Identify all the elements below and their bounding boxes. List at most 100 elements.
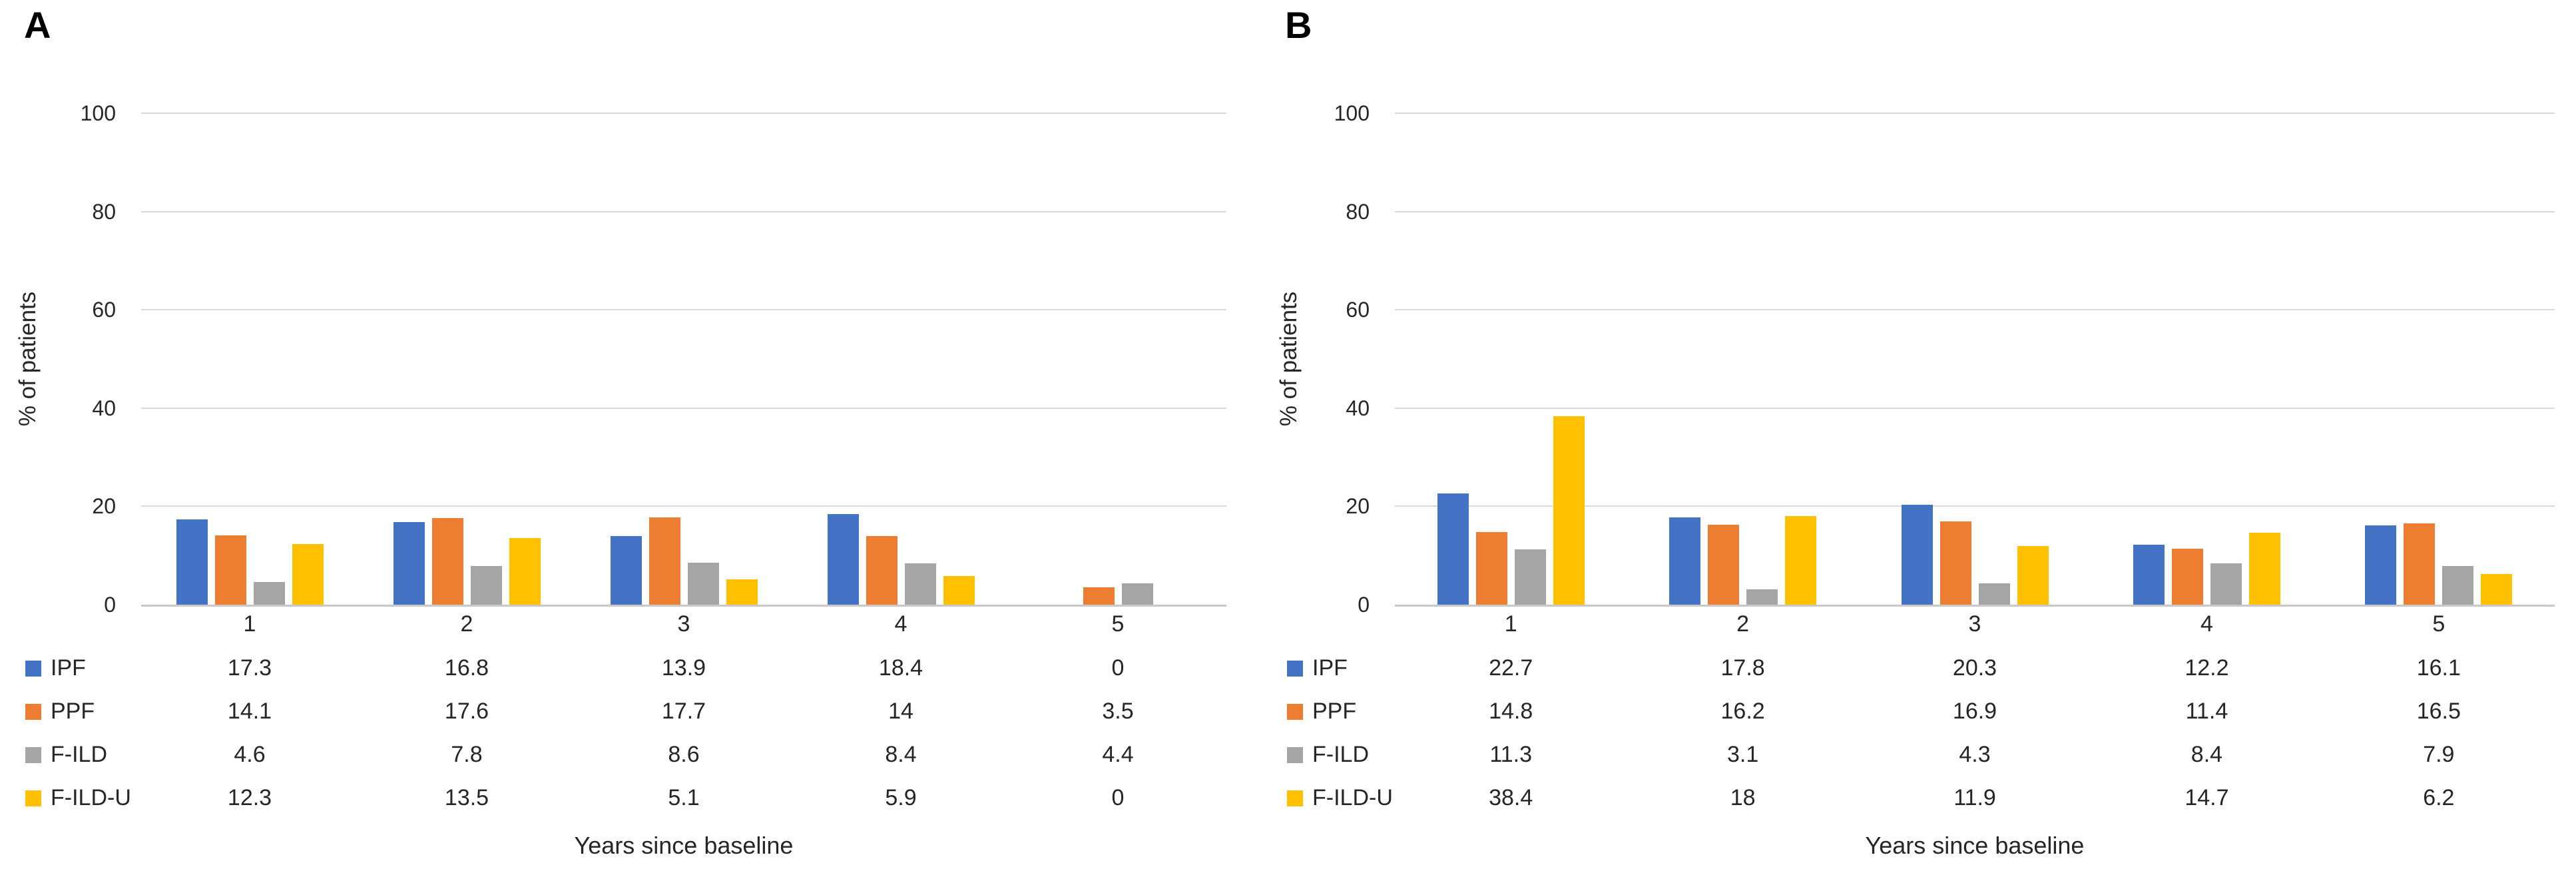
legend-swatch-ppf	[1287, 703, 1303, 720]
bar-ipf	[2133, 545, 2165, 605]
bar-f-ild	[470, 566, 502, 605]
value-cell: 11.4	[2185, 699, 2228, 724]
value-cell: 13.9	[661, 655, 706, 681]
gridline-80	[1395, 210, 2555, 212]
x-axis-title: Years since baseline	[1865, 832, 2085, 859]
bar-f-ild-u	[1785, 516, 1817, 605]
legend-swatch-f-ild	[1287, 746, 1303, 763]
x-axis-title-spacer	[0, 832, 141, 860]
bar-groups	[1395, 113, 2555, 605]
bar-ppf	[1475, 531, 1507, 605]
gridline-60	[1395, 309, 2555, 311]
legend-label: PPF	[51, 699, 95, 724]
gridline-100	[1395, 113, 2555, 114]
x-tick-label-5: 5	[1111, 611, 1125, 637]
value-cell: 22.7	[1489, 655, 1533, 681]
bar-f-ild-u	[943, 575, 975, 605]
bar-group-year-2	[358, 113, 575, 605]
y-tick-label-60: 60	[1346, 298, 1370, 322]
bar-group-year-1	[1395, 113, 1627, 605]
plot-area: 0 20 40 60 80 100	[81, 103, 1226, 615]
bar-ipf	[1437, 493, 1469, 605]
bar-ppf	[214, 535, 246, 605]
x-tick-label-3: 3	[1968, 611, 1981, 637]
value-cell: 14	[888, 699, 913, 724]
value-cell: 11.9	[1953, 785, 1996, 810]
x-tick-label-4: 4	[894, 611, 907, 637]
value-cell: 17.3	[227, 655, 272, 681]
bar-ipf	[827, 514, 859, 605]
gridline-80	[141, 210, 1226, 212]
value-cell: 0	[1111, 785, 1125, 810]
x-axis-title-spacer	[1232, 832, 1395, 860]
value-cell: 4.3	[1959, 742, 1991, 767]
bar-f-ild	[253, 582, 285, 605]
panel-a: A % of patients 0 20 40 60 80 100 1 2 3 4 5 IPF 17.3 16…	[0, 0, 1232, 873]
x-axis-title-row: Years since baseline	[0, 832, 1232, 860]
legend-swatch-f-ild	[25, 746, 41, 763]
value-cell: 14.1	[227, 699, 272, 724]
bar-f-ild-u	[726, 579, 758, 605]
legend-entry-ipf: IPF	[0, 655, 141, 681]
x-tick-label-5: 5	[2432, 611, 2446, 637]
legend-label: F-ILD-U	[1312, 785, 1393, 810]
legend-entry-ppf: PPF	[0, 699, 141, 725]
bar-ipf	[1901, 505, 1933, 605]
bar-ppf	[1083, 587, 1115, 605]
bar-ppf	[431, 518, 463, 605]
y-tick-label-20: 20	[1346, 494, 1370, 519]
value-cell: 17.7	[661, 699, 706, 724]
bar-group-year-5	[2323, 113, 2555, 605]
legend-entry-f-ild: F-ILD	[0, 742, 141, 768]
legend-swatch-ipf	[25, 660, 41, 677]
y-axis-title: % of patients	[15, 291, 41, 427]
y-tick-label-0: 0	[1358, 593, 1370, 617]
value-cell: 18	[1730, 785, 1756, 810]
value-cell: 16.8	[444, 655, 489, 681]
panel-b: B % of patients 0 20 40 60 80 100 1 2 3 4 5 IPF 22.7 17…	[1232, 0, 2576, 873]
gridline-20	[141, 505, 1226, 507]
legend-swatch-f-ild-u	[1287, 790, 1303, 806]
value-cell: 13.5	[444, 785, 489, 810]
value-cell: 8.6	[668, 742, 700, 767]
legend-entry-f-ild-u: F-ILD-U	[0, 785, 141, 811]
x-tick-label-3: 3	[677, 611, 690, 637]
legend-label: F-ILD	[51, 742, 107, 767]
table-row-f-ild-u: F-ILD-U 12.3 13.5 5.1 5.9 0	[0, 776, 1232, 820]
bar-f-ild-u	[1553, 416, 1585, 605]
value-cell: 7.9	[2423, 742, 2455, 767]
bar-f-ild-u	[2017, 546, 2049, 605]
bar-group-year-4	[2091, 113, 2322, 605]
bar-group-year-4	[792, 113, 1009, 605]
gridline-60	[141, 309, 1226, 311]
legend-label: F-ILD	[1312, 742, 1369, 767]
legend-swatch-ppf	[25, 703, 41, 720]
plot-area: 0 20 40 60 80 100	[1334, 103, 2555, 615]
gridline-20	[1395, 505, 2555, 507]
value-cell: 16.9	[1952, 699, 1997, 724]
value-cell: 6.2	[2423, 785, 2455, 810]
bar-f-ild	[2210, 563, 2242, 605]
bar-ipf	[610, 536, 642, 605]
value-cell: 0	[1111, 655, 1125, 681]
y-tick-label-80: 80	[92, 199, 116, 224]
bar-f-ild	[1746, 589, 1778, 605]
value-cell: 11.3	[1489, 742, 1533, 767]
bar-group-year-1	[141, 113, 358, 605]
bar-ppf	[866, 535, 898, 605]
bar-ipf	[393, 522, 425, 605]
bar-ppf	[2404, 523, 2436, 605]
y-axis-title: % of patients	[1276, 291, 1302, 427]
value-cell: 5.9	[885, 785, 917, 810]
bar-group-year-2	[1627, 113, 1858, 605]
table-row-ppf: PPF 14.1 17.6 17.7 14 3.5	[0, 690, 1232, 733]
x-tick-row: 1 2 3 4 5	[0, 607, 1232, 641]
bar-f-ild-u	[509, 538, 541, 605]
bar-group-year-3	[1859, 113, 2091, 605]
x-tick-label-2: 2	[460, 611, 473, 637]
bar-f-ild	[1514, 549, 1546, 605]
legend-label: PPF	[1312, 699, 1357, 724]
legend-swatch-f-ild-u	[25, 790, 41, 806]
value-cell: 17.8	[1720, 655, 1765, 681]
